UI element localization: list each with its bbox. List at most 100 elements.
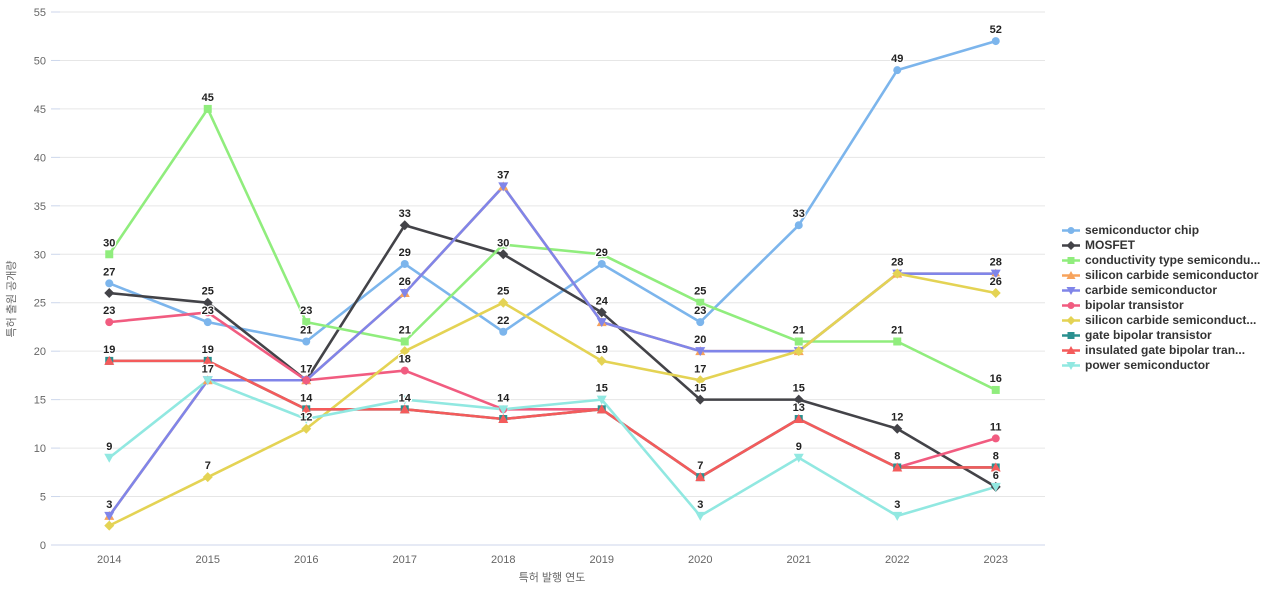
data-point[interactable] <box>399 220 410 231</box>
data-point[interactable] <box>498 297 509 308</box>
data-label: 14 <box>497 392 510 404</box>
data-point[interactable] <box>696 298 705 307</box>
data-point[interactable] <box>104 453 115 463</box>
data-point[interactable] <box>202 297 213 308</box>
data-point[interactable] <box>203 104 212 113</box>
data-point[interactable] <box>1066 287 1076 295</box>
data-point[interactable] <box>498 405 509 415</box>
legend-item-mosfet[interactable]: MOSFET <box>1062 238 1260 253</box>
data-point[interactable] <box>1066 241 1076 250</box>
data-point[interactable] <box>696 318 705 327</box>
data-point[interactable] <box>596 355 607 366</box>
data-point[interactable] <box>203 318 212 327</box>
data-point[interactable] <box>695 394 706 405</box>
data-point[interactable] <box>597 250 606 259</box>
data-label: 12 <box>891 412 903 424</box>
data-point[interactable] <box>399 395 410 405</box>
data-point[interactable] <box>1067 227 1075 234</box>
y-tick-label: 40 <box>34 152 46 164</box>
data-point[interactable] <box>596 318 607 328</box>
data-point[interactable] <box>202 355 213 365</box>
legend-item-insulated-gate-bipolar-tran[interactable]: insulated gate bipolar tran... <box>1062 343 1260 358</box>
y-tick-label: 30 <box>34 249 46 261</box>
data-point[interactable] <box>793 346 804 357</box>
data-point[interactable] <box>893 337 902 346</box>
data-point[interactable] <box>1067 257 1075 264</box>
data-point[interactable] <box>991 434 1000 443</box>
data-point[interactable] <box>499 240 508 249</box>
data-point[interactable] <box>301 404 312 414</box>
data-point[interactable] <box>104 355 115 365</box>
data-point[interactable] <box>105 318 114 327</box>
data-point[interactable] <box>893 66 902 75</box>
data-point[interactable] <box>301 415 312 425</box>
data-point[interactable] <box>104 520 115 531</box>
legend-item-bipolar-transistor[interactable]: bipolar transistor <box>1062 298 1260 313</box>
legend-item-gate-bipolar-transistor[interactable]: gate bipolar transistor <box>1062 328 1260 343</box>
data-point[interactable] <box>203 308 212 317</box>
data-point[interactable] <box>695 511 706 521</box>
data-point[interactable] <box>105 279 114 288</box>
data-point[interactable] <box>990 288 1001 299</box>
data-point[interactable] <box>794 337 803 346</box>
data-point[interactable] <box>991 385 1000 394</box>
data-point[interactable] <box>104 288 115 299</box>
data-label: 17 <box>202 363 214 375</box>
data-point[interactable] <box>892 511 903 521</box>
data-point[interactable] <box>302 376 311 385</box>
data-point[interactable] <box>990 462 1001 472</box>
data-point[interactable] <box>104 511 115 521</box>
data-point[interactable] <box>1066 362 1076 370</box>
data-point[interactable] <box>596 395 607 405</box>
legend-item-conductivity-type-semicondu[interactable]: conductivity type semicondu... <box>1062 253 1260 268</box>
data-point[interactable] <box>400 259 409 268</box>
data-point[interactable] <box>892 462 903 472</box>
data-point[interactable] <box>499 327 508 336</box>
data-point[interactable] <box>892 268 903 279</box>
data-point[interactable] <box>498 249 509 260</box>
data-point[interactable] <box>1066 346 1076 354</box>
legend-item-carbide-semiconductor[interactable]: carbide semiconductor <box>1062 283 1260 298</box>
data-point[interactable] <box>400 366 409 375</box>
data-point[interactable] <box>1066 271 1076 279</box>
data-point[interactable] <box>596 404 607 414</box>
data-point[interactable] <box>695 472 706 482</box>
data-point[interactable] <box>793 394 804 405</box>
data-point[interactable] <box>695 375 706 386</box>
legend-item-silicon-carbide-semiconduct[interactable]: silicon carbide semiconduct... <box>1062 313 1260 328</box>
data-label: 17 <box>300 363 312 375</box>
data-point[interactable] <box>105 250 114 259</box>
data-label: 28 <box>990 257 1002 269</box>
data-point[interactable] <box>302 337 311 346</box>
data-point[interactable] <box>1066 316 1076 325</box>
data-point[interactable] <box>498 414 509 424</box>
data-point[interactable] <box>990 482 1001 492</box>
data-point[interactable] <box>302 318 311 327</box>
legend-item-power-semiconductor[interactable]: power semiconductor <box>1062 358 1260 373</box>
legend-item-semiconductor-chip[interactable]: semiconductor chip <box>1062 223 1260 238</box>
legend-item-silicon-carbide-semiconductor[interactable]: silicon carbide semiconductor <box>1062 268 1260 283</box>
data-label: 6 <box>993 470 999 482</box>
data-point[interactable] <box>498 182 509 192</box>
data-point[interactable] <box>1067 332 1075 339</box>
data-point[interactable] <box>399 346 410 357</box>
data-point[interactable] <box>695 347 706 357</box>
data-point[interactable] <box>991 37 1000 46</box>
data-point[interactable] <box>399 289 410 299</box>
data-point[interactable] <box>990 269 1001 279</box>
data-point[interactable] <box>301 423 312 434</box>
data-point[interactable] <box>597 259 606 268</box>
data-point[interactable] <box>793 414 804 424</box>
data-point[interactable] <box>892 423 903 434</box>
data-point[interactable] <box>1067 302 1075 309</box>
data-point[interactable] <box>596 307 607 318</box>
data-point[interactable] <box>400 337 409 346</box>
data-label: 9 <box>796 441 802 453</box>
data-point[interactable] <box>794 221 803 230</box>
data-point[interactable] <box>793 453 804 463</box>
data-point[interactable] <box>399 404 410 414</box>
data-point[interactable] <box>202 472 213 483</box>
x-tick-label: 2015 <box>196 554 220 566</box>
data-point[interactable] <box>202 376 213 386</box>
data-label: 21 <box>300 324 312 336</box>
